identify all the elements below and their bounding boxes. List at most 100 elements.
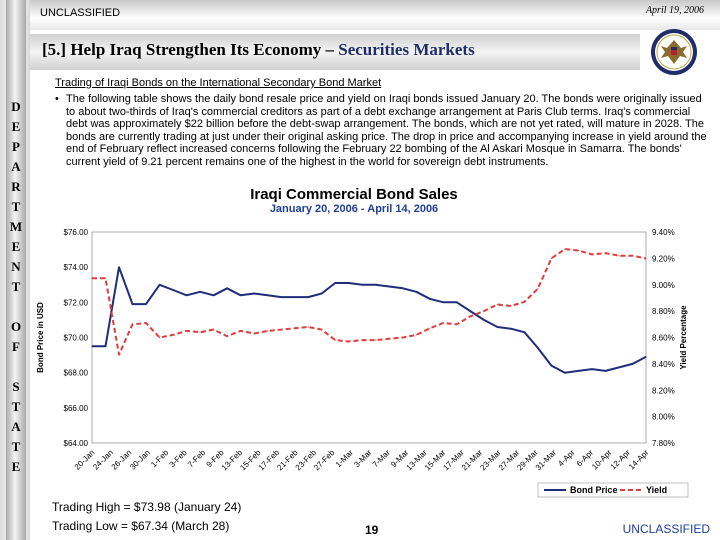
price-point [645, 356, 647, 358]
price-point [348, 282, 350, 284]
series-price-line [92, 266, 647, 374]
yield-point [280, 328, 282, 331]
trading-low: Trading Low = $67.34 (March 28) [52, 519, 230, 533]
y-tick-left: $76.00 [64, 228, 89, 237]
yield-point [388, 338, 390, 340]
title-main: [5.] Help Iraq Strengthen Its Economy – [42, 40, 339, 59]
y-tick-left: $64.00 [64, 439, 89, 448]
chart-title: Iraqi Commercial Bond Sales [250, 186, 458, 203]
y-tick-right: 8.40% [652, 360, 675, 369]
yield-point [402, 336, 404, 339]
yield-point [523, 301, 525, 303]
price-point [618, 366, 620, 368]
sidebar-letter: T [11, 439, 21, 454]
yield-point [429, 327, 431, 329]
price-point [523, 331, 525, 333]
y-tick-left: $74.00 [64, 263, 89, 272]
sidebar-letter: R [11, 179, 21, 194]
price-point [172, 289, 174, 291]
yield-point [537, 288, 539, 290]
yield-point [158, 336, 161, 339]
department-seal-icon [651, 29, 697, 75]
page-number: 19 [365, 523, 379, 537]
price-point [321, 292, 323, 295]
price-point [402, 287, 404, 289]
price-point [185, 294, 188, 296]
sidebar-letter: E [11, 119, 21, 134]
price-point [469, 310, 471, 312]
yield-point [564, 248, 566, 250]
sidebar-bar [6, 0, 26, 540]
y-tick-left: $72.00 [64, 298, 89, 307]
price-point [307, 296, 309, 298]
yield-point [172, 334, 174, 336]
classification-bottom: UNCLASSIFIED [622, 522, 710, 536]
series-yield-line [92, 248, 647, 356]
price-point [442, 301, 444, 303]
yield-point [104, 277, 107, 279]
y-tick-right: 8.80% [652, 307, 675, 316]
yield-point [618, 255, 620, 257]
bullet-text: The following table shows the daily bond… [66, 93, 707, 168]
price-point [537, 347, 539, 349]
classification-top: UNCLASSIFIED [40, 7, 121, 19]
sidebar-letter: E [11, 459, 21, 474]
yield-point [334, 339, 336, 341]
y-tick-right: 9.00% [652, 281, 675, 290]
yield-point [631, 255, 634, 257]
x-tick-label: 1-Mar [334, 448, 355, 469]
price-point [577, 370, 580, 372]
sidebar-letter: T [11, 279, 21, 294]
yield-point [604, 252, 607, 254]
price-point [158, 284, 161, 286]
yield-point [294, 327, 296, 329]
page-title: [5.] Help Iraq Strengthen Its Economy – … [42, 40, 475, 60]
yield-point [213, 328, 215, 331]
price-point [199, 291, 201, 293]
sidebar-letter: A [11, 419, 21, 434]
x-tick-label: 31-Mar [534, 448, 559, 473]
yield-point [226, 335, 228, 337]
section-subheading: Trading of Iraqi Bonds on the Internatio… [55, 77, 382, 89]
price-point [483, 319, 485, 321]
x-tick-label: 4-Apr [556, 448, 576, 468]
sidebar-letter: D [11, 99, 21, 114]
price-point [496, 326, 498, 328]
yield-point [118, 354, 120, 356]
legend-label: Bond Price [570, 485, 618, 495]
yield-point [645, 257, 647, 259]
price-point [253, 292, 255, 295]
price-point [213, 294, 215, 296]
price-point [280, 296, 282, 298]
yield-point [199, 331, 201, 333]
price-point [591, 368, 593, 370]
x-tick-label: 7-Feb [186, 448, 208, 470]
date-label: April 19, 2006 [645, 5, 704, 16]
sidebar-letter: M [9, 219, 23, 234]
price-point [604, 370, 607, 372]
yield-point [131, 323, 134, 325]
yield-point [496, 303, 498, 306]
yield-point [469, 315, 471, 317]
yield-point [361, 339, 363, 341]
title-highlight: Securities Markets [338, 40, 475, 59]
x-tick-label: 1-Feb [149, 448, 171, 470]
yield-point [577, 249, 580, 252]
price-point [118, 266, 120, 268]
y-tick-right: 9.40% [652, 228, 675, 237]
title-band [30, 34, 640, 70]
price-point [226, 287, 228, 289]
price-point [550, 365, 553, 367]
x-tick-label: 30-Jan [128, 448, 152, 472]
yield-point [91, 277, 93, 279]
price-point [564, 372, 566, 374]
yield-point [591, 253, 593, 256]
y-tick-right: 7.80% [652, 439, 675, 448]
sidebar-letter: T [11, 199, 21, 214]
trading-high: Trading High = $73.98 (January 24) [52, 500, 242, 514]
x-tick-label: 7-Mar [371, 448, 392, 469]
sidebar-letter: P [12, 139, 20, 154]
yield-point [307, 326, 309, 328]
y-axis-label-right: Yield Percentage [679, 305, 688, 370]
